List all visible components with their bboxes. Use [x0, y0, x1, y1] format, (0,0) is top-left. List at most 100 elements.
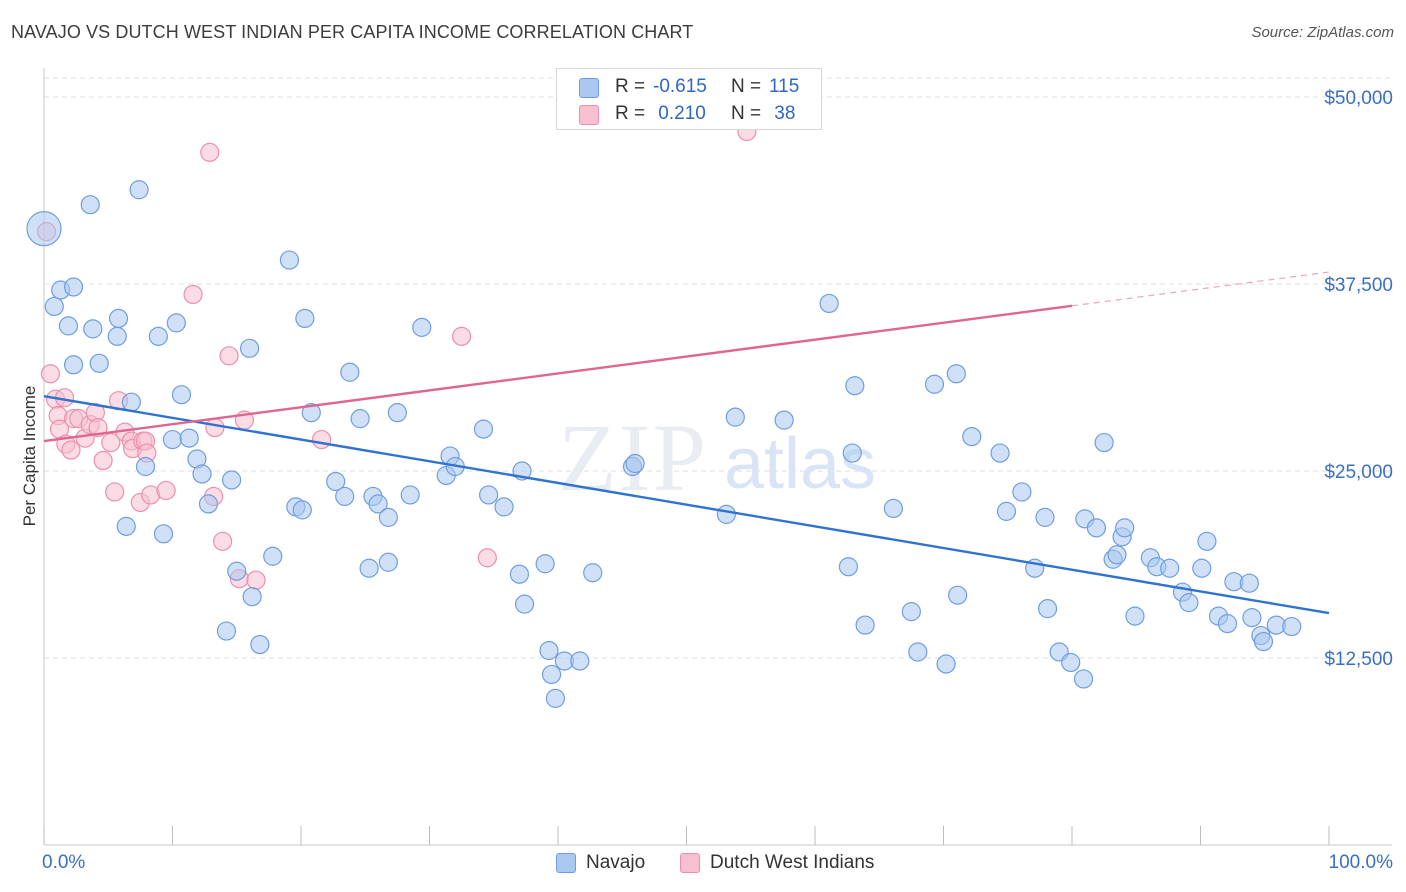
navajo-point: [58, 316, 79, 336]
x-tick-min: 0.0%: [42, 852, 86, 873]
navajo-point: [166, 313, 186, 333]
x-tick-max: 100.0%: [1328, 852, 1393, 873]
y-tick-labels: $12,500 $25,000 $37,500 $50,000: [1324, 88, 1393, 670]
navajo-point: [80, 195, 100, 215]
navajo-point: [946, 364, 966, 384]
navajo-point: [295, 308, 315, 329]
navajo-point: [509, 564, 530, 584]
axes: [43, 68, 1392, 846]
navajo-point: [842, 443, 862, 463]
navajo-point: [279, 250, 300, 270]
navajo-point: [1253, 631, 1274, 652]
navajo-point: [263, 546, 283, 566]
navajo-point: [924, 374, 945, 394]
dutch-west-indians-point: [452, 326, 472, 346]
dutch-west-indians-trend-line: [43, 304, 1073, 443]
navajo-point: [242, 587, 262, 607]
legend-swatch-dutch: [680, 853, 700, 873]
navajo-point: [335, 486, 355, 507]
dutch-west-indians-point: [40, 364, 61, 384]
y-tick-label: $25,000: [1324, 462, 1393, 483]
dutch-west-indians-point: [61, 440, 81, 460]
navajo-point: [216, 621, 237, 641]
navajo-point: [222, 470, 242, 490]
navajo-point: [625, 453, 645, 474]
navajo-point: [250, 634, 270, 655]
navajo-point: [153, 524, 174, 544]
navajo-point: [1242, 608, 1262, 628]
navajo-point: [1073, 669, 1094, 689]
navajo-point: [1197, 531, 1217, 551]
dutch-west-indians-point: [477, 548, 497, 568]
y-tick-label: $37,500: [1324, 275, 1393, 296]
navajo-point: [129, 180, 149, 200]
navajo-point: [148, 326, 168, 346]
navajo-point: [1012, 482, 1032, 502]
navajo-point: [198, 494, 219, 514]
legend-item-dutch: Dutch West Indians: [680, 852, 874, 874]
navajo-point: [378, 507, 398, 527]
navajo-point: [1160, 558, 1180, 578]
navajo-point: [479, 485, 499, 505]
navajo-swatch: [579, 78, 599, 98]
navajo-point: [400, 485, 420, 505]
dutch-west-indians-point: [88, 418, 108, 438]
navajo-point: [162, 429, 183, 450]
navajo-point: [494, 497, 514, 517]
navajo-point: [883, 498, 903, 518]
r-label: R =: [615, 76, 646, 97]
navajo-point: [473, 419, 494, 439]
navajo-point: [340, 362, 360, 382]
dutch-west-indians-point: [219, 346, 239, 366]
n-label: N =: [731, 76, 762, 97]
navajo-point: [171, 385, 192, 405]
navajo-point: [1115, 518, 1135, 538]
n-value: 38: [769, 103, 796, 124]
navajo-point: [908, 642, 928, 662]
navajo-point: [716, 504, 736, 524]
navajo-point: [570, 651, 590, 671]
trend-lines: [43, 271, 1330, 615]
dutch-west-indians-point: [156, 480, 176, 501]
navajo-point: [845, 376, 865, 396]
navajo-point: [108, 308, 129, 329]
navajo-point: [26, 211, 62, 247]
navajo-point: [936, 654, 956, 674]
stats-legend: R = -0.615 N = 115 R = 0.210 N = 38: [556, 68, 822, 130]
navajo-point: [240, 338, 260, 358]
navajo-point: [1125, 606, 1145, 626]
r-value: -0.615: [653, 76, 707, 97]
source-label: Source: ZipAtlas.com: [1251, 24, 1394, 41]
dutch-west-indians-point: [183, 284, 203, 305]
navajo-point: [326, 471, 346, 492]
navajo-point: [44, 296, 64, 317]
navajo-point: [1179, 593, 1199, 613]
dutch-west-indians-point: [93, 450, 113, 471]
dutch-west-indians-point: [246, 570, 266, 590]
dutch-swatch: [579, 105, 599, 125]
navajo-point: [819, 293, 839, 314]
navajo-point: [1061, 652, 1081, 673]
watermark: ZIP atlas: [558, 404, 876, 511]
navajo-point: [63, 355, 84, 375]
y-tick-label: $12,500: [1324, 649, 1393, 670]
navajo-trend-line: [43, 395, 1330, 615]
navajo-point: [121, 392, 141, 412]
navajo-point: [1282, 616, 1302, 637]
navajo-point: [996, 501, 1017, 521]
navajo-point: [1217, 613, 1238, 634]
navajo-point: [948, 585, 968, 605]
dutch-west-indians-point: [205, 418, 225, 438]
dutch-west-indians-point: [213, 531, 233, 551]
navajo-point: [514, 594, 535, 614]
navajo-point: [962, 426, 982, 447]
watermark-atlas: atlas: [724, 424, 876, 504]
n-label: N =: [731, 103, 762, 124]
navajo-point: [1035, 507, 1055, 527]
navajo-point: [387, 403, 407, 423]
navajo-point: [83, 319, 103, 339]
navajo-point: [89, 353, 109, 373]
navajo-point: [901, 602, 921, 622]
n-value: 115: [769, 76, 800, 97]
